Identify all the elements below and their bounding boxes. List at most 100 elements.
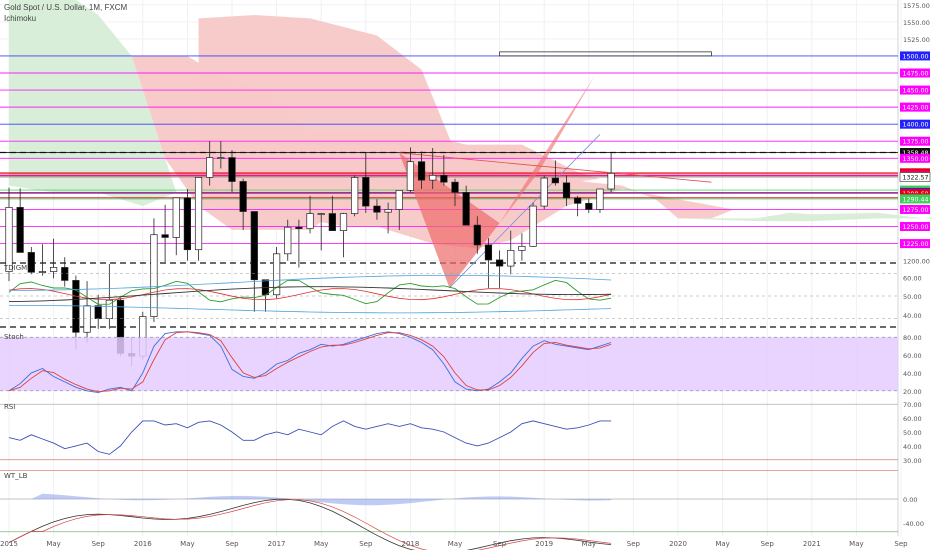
- candle: [351, 177, 359, 214]
- time-tick-label: May: [180, 540, 194, 548]
- indicator-tick-label: 60.00: [903, 352, 922, 360]
- tdi-red-line: [8, 288, 612, 301]
- price-tag-label: 1290.44: [903, 196, 929, 203]
- candle: [16, 207, 24, 253]
- time-tick-label: Sep: [493, 540, 507, 548]
- harmonic-triangle-left: [399, 152, 500, 288]
- price-tag: [900, 85, 930, 95]
- time-tick-label: May: [448, 540, 462, 548]
- price-tag: [900, 102, 930, 112]
- price-tag: [900, 153, 930, 163]
- indicator-tick-label: 20.00: [903, 388, 922, 396]
- candle: [496, 259, 504, 267]
- time-tick-label: 2019: [535, 540, 553, 548]
- candle: [596, 188, 604, 210]
- target-box: [499, 51, 712, 57]
- candle: [440, 174, 448, 183]
- time-tick-label: 2015: [0, 540, 18, 548]
- indicator-tick-label: 40.00: [903, 443, 922, 451]
- time-tick-label: Sep: [627, 540, 641, 548]
- candle: [49, 267, 58, 272]
- wt-line-2: [8, 499, 612, 550]
- candle: [507, 250, 515, 267]
- indicator-tick-label: 70.00: [903, 401, 922, 409]
- candle: [61, 267, 69, 281]
- price-tag: [899, 172, 931, 182]
- indicator-tick-label: 80.00: [903, 334, 922, 342]
- tdi-base-line: [8, 286, 612, 303]
- candle: [94, 305, 102, 319]
- time-tick-label: 2017: [268, 540, 286, 548]
- time-tick-label: May: [582, 540, 596, 548]
- indicator-tick-label: 40.00: [903, 370, 922, 378]
- indicator-tick-label: 40.00: [903, 312, 922, 320]
- candle: [295, 226, 303, 229]
- candle: [217, 157, 225, 159]
- price-tag-label: 1500.00: [903, 53, 929, 60]
- candle: [328, 213, 336, 231]
- price-tick-label: 1575.00: [903, 2, 930, 10]
- candle: [562, 182, 571, 199]
- time-tick-label: Sep: [359, 540, 373, 548]
- price-tag: [900, 148, 930, 158]
- tdi-upper-band: [9, 275, 612, 291]
- candle: [183, 197, 191, 251]
- candle: [161, 234, 169, 238]
- time-tick-label: May: [46, 540, 60, 548]
- candle: [585, 202, 593, 210]
- price-tick-label: 1550.00: [903, 19, 930, 27]
- price-tag: [900, 68, 930, 78]
- candle: [551, 177, 559, 184]
- candle: [5, 207, 13, 272]
- candle: [518, 245, 526, 251]
- price-tick-label: 1525.00: [903, 36, 930, 44]
- price-tag-label: 1225.00: [903, 241, 929, 248]
- wt-histogram: [9, 493, 612, 506]
- price-axis[interactable]: 1575.00 1550.00 1525.00 1475.00 1450.00 1425.…: [903, 2, 930, 528]
- candle: [362, 177, 370, 207]
- candle: [273, 253, 281, 296]
- cloud-green-left: [9, 0, 177, 207]
- indicator-tick-label: 30.00: [903, 457, 922, 465]
- price-tick-label: 1200.00: [903, 258, 930, 266]
- candle: [284, 226, 292, 255]
- time-tick-label: May: [314, 540, 328, 548]
- candle: [239, 181, 247, 212]
- price-tag-label: 1400.00: [903, 122, 929, 129]
- price-tag-label: 1425.00: [903, 105, 929, 112]
- indicator-name: Ichimoku: [4, 14, 37, 23]
- candle: [250, 211, 258, 281]
- candle: [540, 177, 548, 207]
- cloud-green-right: [678, 212, 932, 222]
- time-tick-label: 2020: [669, 540, 687, 548]
- stoch-d-line: [8, 331, 612, 393]
- price-tag-label: 1450.00: [903, 88, 929, 95]
- price-tag-label: 1358.48: [903, 150, 929, 157]
- candle: [172, 197, 180, 238]
- indicator-tick-label: 50.00: [903, 293, 922, 301]
- price-tag: [900, 51, 930, 61]
- price-tag: [900, 119, 930, 129]
- time-tick-label: Sep: [894, 540, 908, 548]
- candle: [83, 305, 91, 333]
- time-tick-label: Sep: [92, 540, 106, 548]
- panel-title: RSI: [4, 403, 15, 411]
- panel-title: WT_LB: [4, 472, 28, 480]
- indicator-tick-label: 50.00: [903, 429, 922, 437]
- time-axis[interactable]: 2015 May Sep 2016 May Sep 2017 May Sep 2018 May Sep…: [0, 540, 932, 548]
- panel-title: TDIGM: [3, 264, 27, 272]
- panel-titles: TDIGM Stoch RSI WT_LB: [3, 264, 28, 480]
- candle: [306, 213, 314, 229]
- price-tag-label: 1322.57: [903, 175, 929, 182]
- indicator-tick-label: -40.00: [903, 520, 924, 528]
- candle: [395, 190, 403, 210]
- candle: [373, 205, 381, 213]
- price-tag-label: 1275.00: [903, 207, 929, 214]
- candle: [194, 177, 203, 251]
- price-tag: [900, 194, 930, 204]
- price-tag: [900, 136, 930, 146]
- time-tick-label: 2018: [401, 540, 419, 548]
- candle: [38, 271, 47, 273]
- candle: [72, 280, 80, 333]
